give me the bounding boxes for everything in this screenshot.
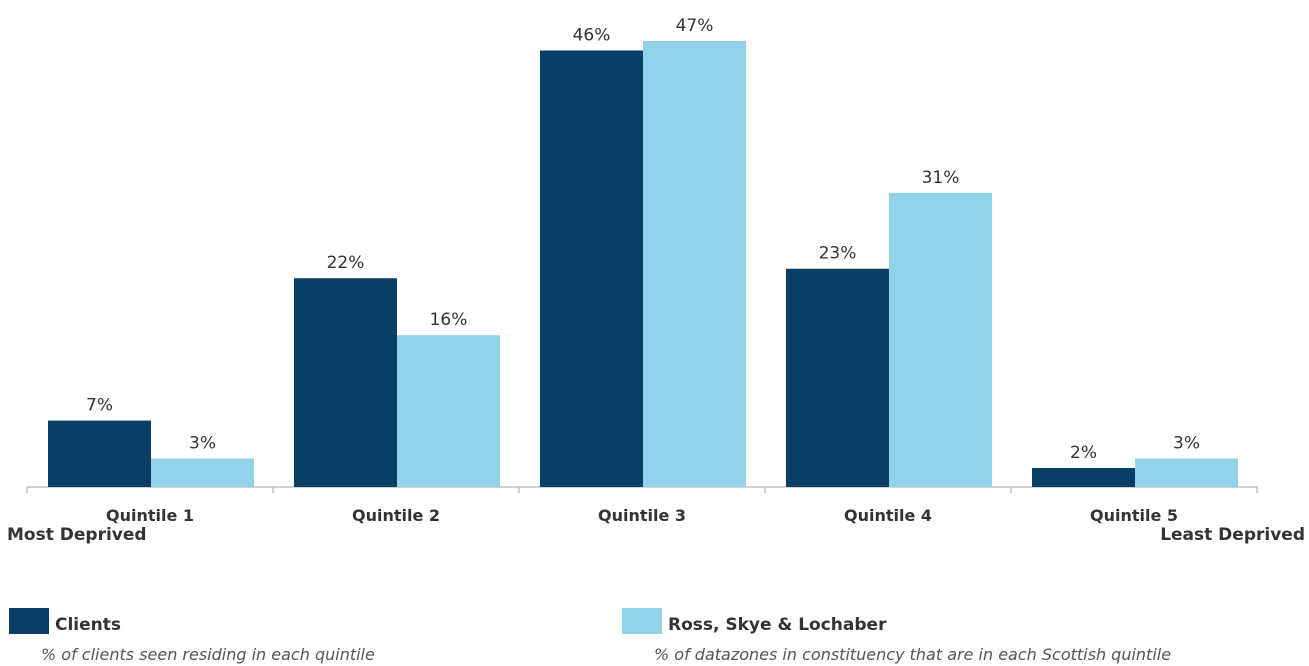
category-labels: Quintile 1 Quintile 2 Quintile 3 Quintile 4… (106, 506, 1178, 525)
most-deprived-label: Most Deprived (7, 525, 147, 545)
legend-swatch-clients (9, 608, 49, 634)
bar-ross-skye-lochaber-3 (643, 41, 746, 487)
data-label: 22% (327, 253, 365, 273)
legend-label-ross-skye-lochaber: Ross, Skye & Lochaber (668, 615, 887, 635)
bar-chart: 7%3%22%16%46% 47%23%31%2% 3% Quintile 1 Qui… (26, 16, 1258, 525)
bar-clients-5 (1032, 468, 1135, 487)
category-label-3: Quintile 3 (598, 506, 686, 525)
data-label: 7% (86, 396, 113, 416)
bar-ross-skye-lochaber-1 (151, 458, 254, 487)
data-label: 47% (676, 16, 714, 36)
bar-clients-4 (786, 268, 889, 487)
data-label: 46% (573, 25, 611, 45)
category-label-2: Quintile 2 (352, 506, 440, 525)
bar-ross-skye-lochaber-4 (889, 192, 992, 488)
data-label: 23% (819, 244, 857, 264)
bar-clients-1 (48, 420, 151, 487)
x-axis (26, 486, 1258, 493)
data-label: 16% (430, 310, 468, 330)
category-label-1: Quintile 1 (106, 506, 194, 525)
bar-ross-skye-lochaber-2 (397, 335, 500, 487)
legend-description-clients: % of clients seen residing in each quint… (41, 645, 375, 664)
data-label: 3% (1173, 434, 1200, 454)
data-label: 31% (922, 168, 960, 188)
bars (48, 41, 1238, 488)
data-label: 2% (1070, 443, 1097, 463)
data-labels: 7% 3% 22% 16% 46% 47% 23% 31% 2% 3% (86, 16, 1200, 463)
bar-clients-3 (540, 50, 643, 488)
legend-label-clients: Clients (55, 615, 122, 635)
legend-description-ross-skye-lochaber: % of datazones in constituency that are … (654, 645, 1172, 664)
category-label-4: Quintile 4 (844, 506, 932, 525)
data-label: 3% (189, 434, 216, 454)
legend-swatch-ross-skye-lochaber (622, 608, 662, 634)
category-label-5: Quintile 5 (1090, 506, 1178, 525)
bar-clients-2 (294, 278, 397, 487)
bar-ross-skye-lochaber-5 (1135, 458, 1238, 487)
least-deprived-label: Least Deprived (1160, 525, 1305, 545)
